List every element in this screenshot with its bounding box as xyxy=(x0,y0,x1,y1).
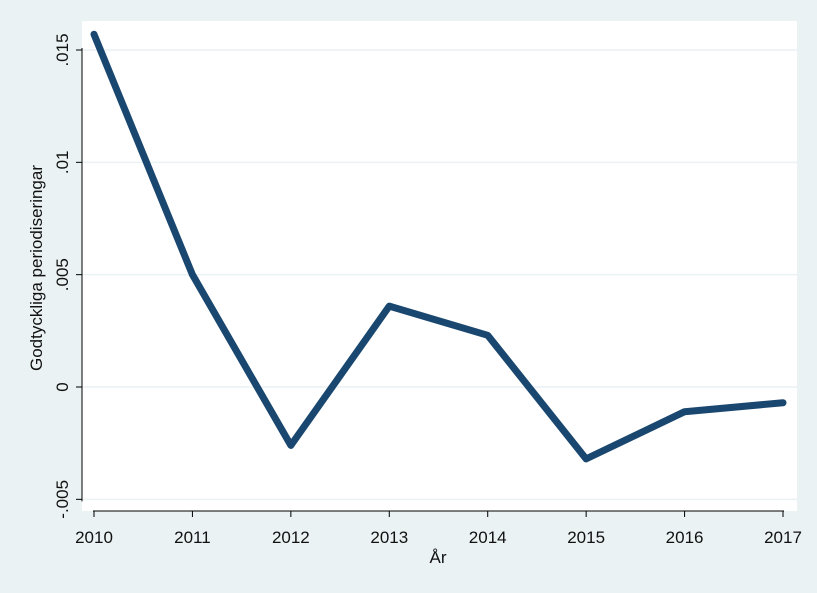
series-line xyxy=(90,30,787,463)
x-tick-label: 2017 xyxy=(764,528,802,547)
data-point xyxy=(290,444,292,446)
x-tick-label: 2015 xyxy=(567,528,605,547)
data-point xyxy=(388,305,390,307)
plot-area xyxy=(82,21,797,511)
x-axis-title: År xyxy=(430,548,447,567)
data-point xyxy=(487,334,489,336)
axes xyxy=(76,48,784,517)
y-tick-label: .01 xyxy=(53,151,72,175)
data-point xyxy=(782,402,784,404)
y-tick-label: -.005 xyxy=(53,480,72,519)
data-point xyxy=(684,411,686,413)
x-tick-label: 2012 xyxy=(272,528,310,547)
y-tick-label: .015 xyxy=(53,33,72,66)
grid xyxy=(82,49,797,501)
tick-labels: -.005 0 .005 .01 .015 2010 2011 2012 2013 2014 201… xyxy=(53,33,802,547)
y-tick-label: 0 xyxy=(53,382,72,391)
y-tick-label: .005 xyxy=(53,258,72,291)
x-tick-label: 2011 xyxy=(174,528,211,547)
x-tick-label: 2014 xyxy=(469,528,507,547)
data-point xyxy=(585,458,587,460)
x-tick-label: 2013 xyxy=(370,528,408,547)
series-group xyxy=(90,30,787,463)
x-tick-label: 2010 xyxy=(75,528,113,547)
data-point xyxy=(93,33,95,35)
x-tick-label: 2016 xyxy=(666,528,704,547)
y-axis-title: Godtyckliga periodiseringar xyxy=(27,165,46,371)
data-point xyxy=(191,274,193,276)
